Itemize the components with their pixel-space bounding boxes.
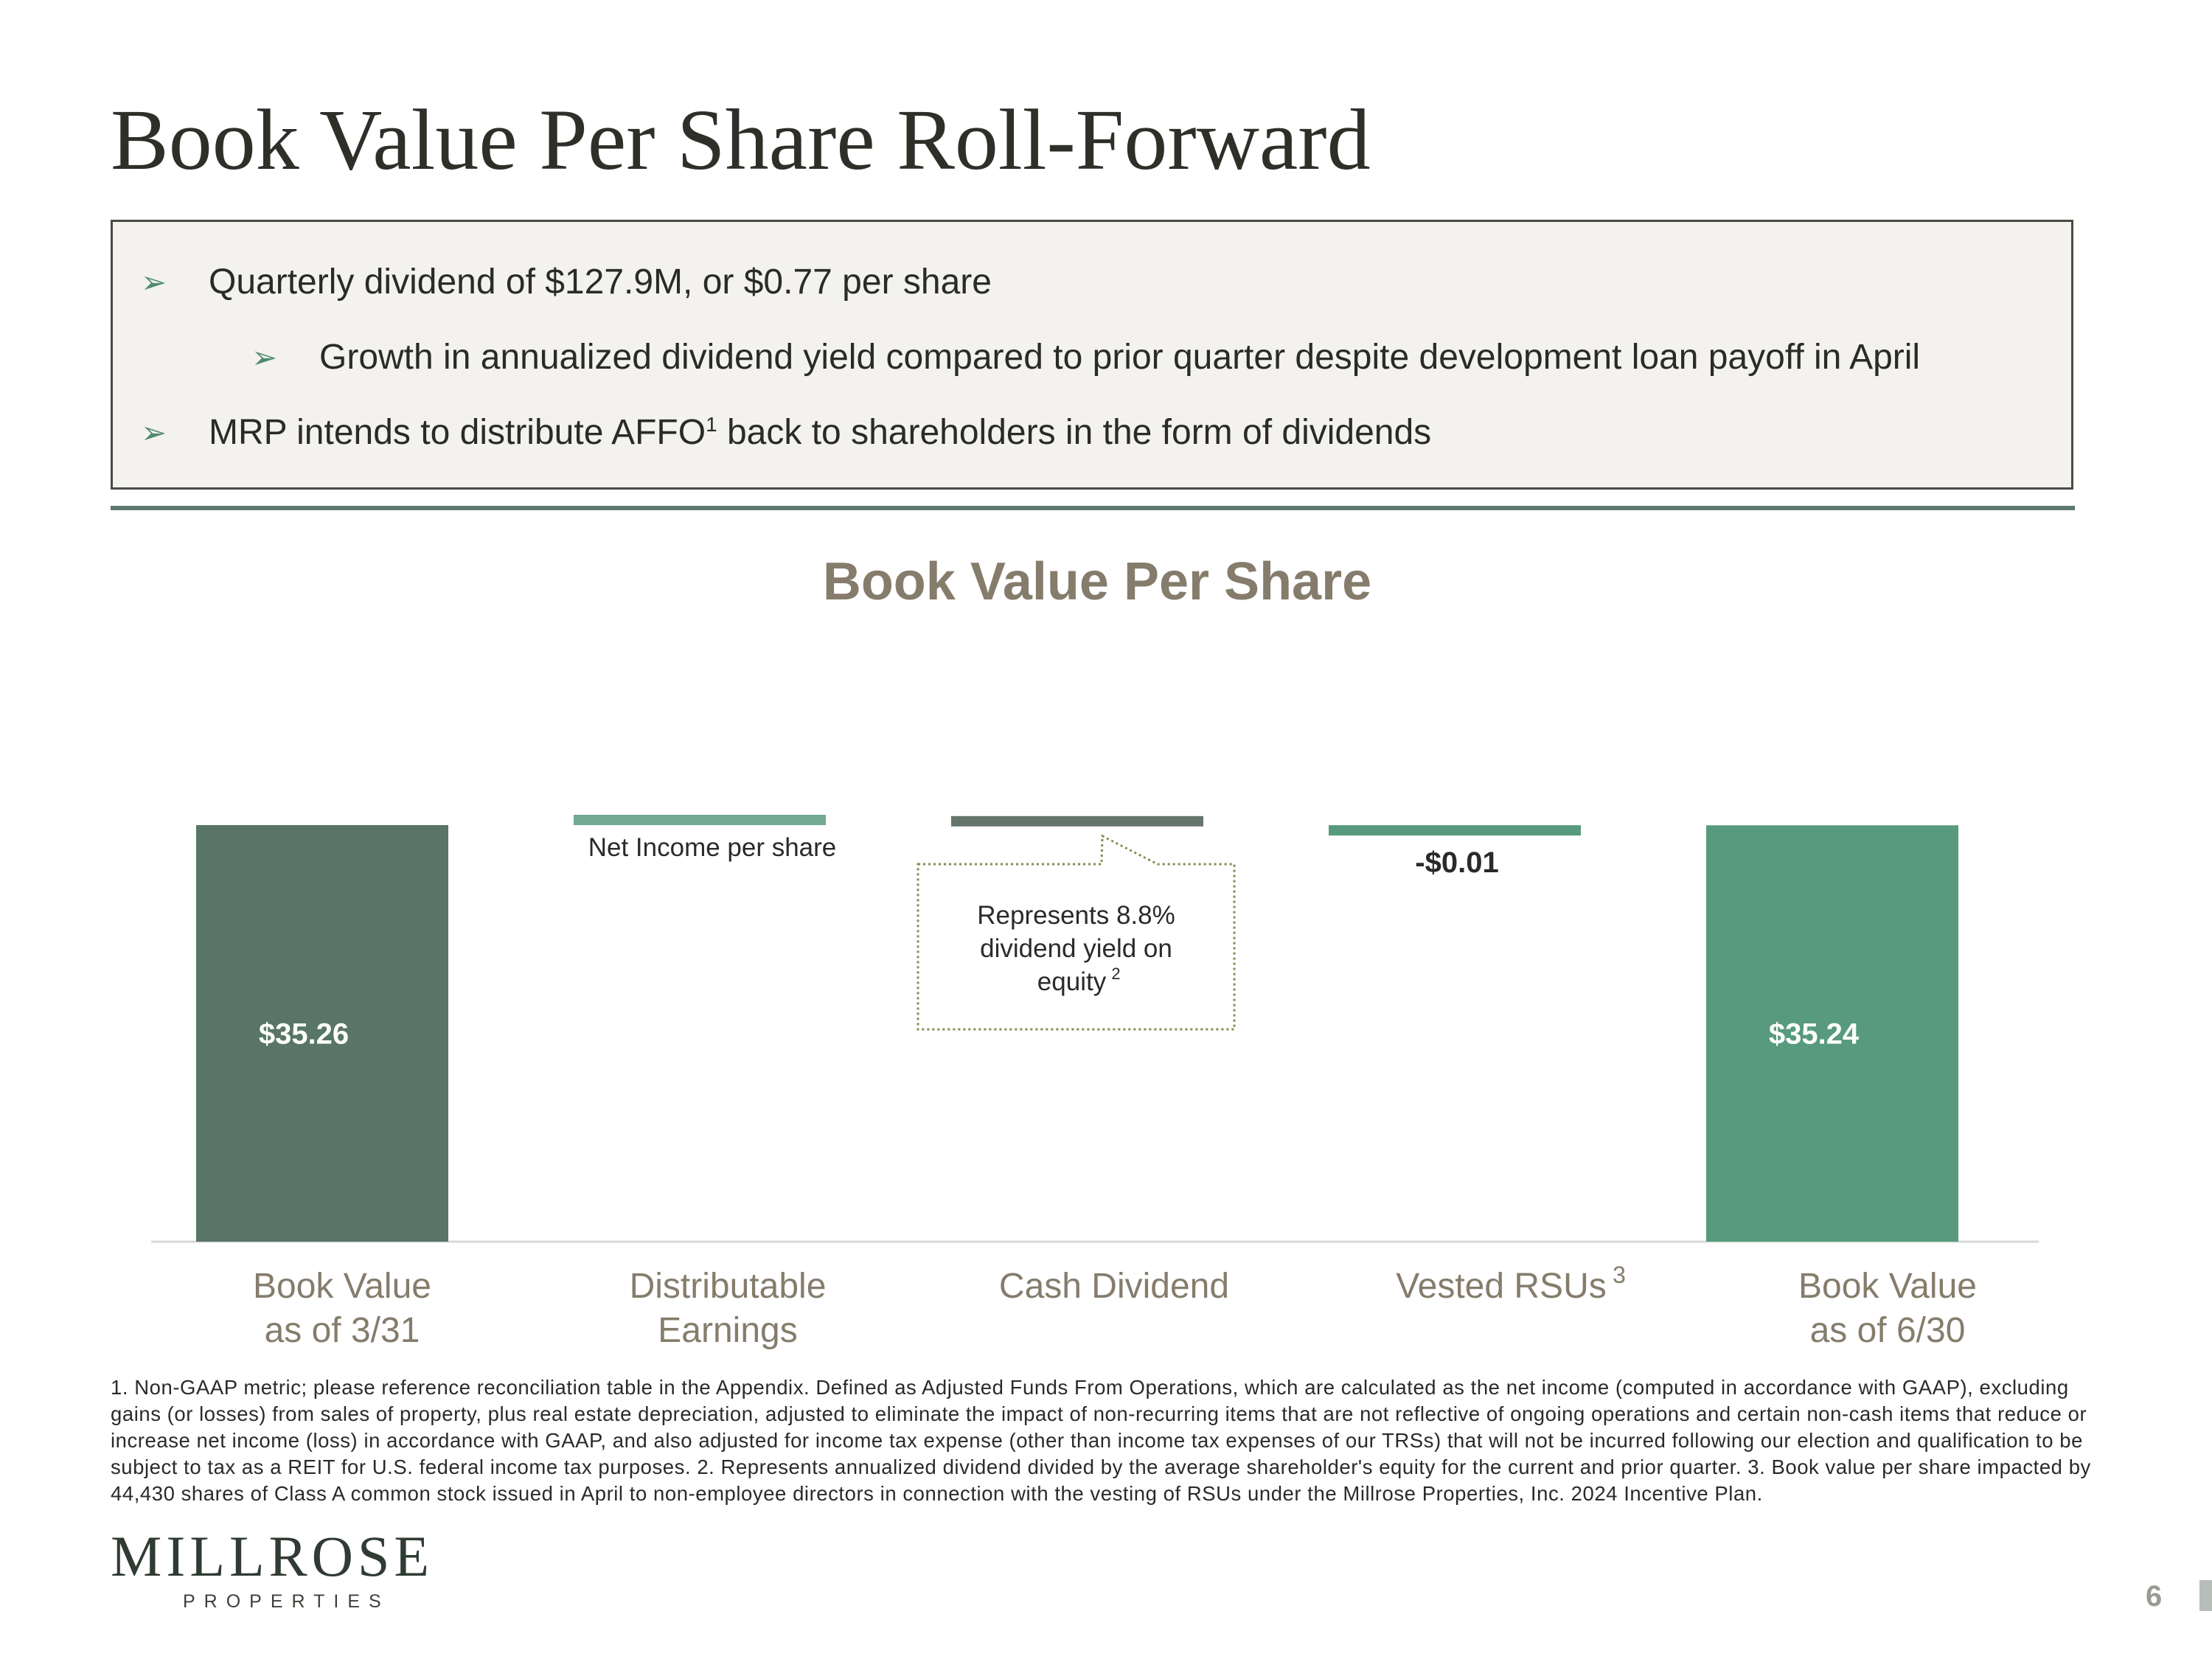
callout-text-line-2: dividend yield on (980, 934, 1172, 963)
category-label-5-line-2: as of 6/30 (1810, 1311, 1966, 1350)
sub-bullet-yield-growth: ➢ Growth in annualized dividend yield co… (251, 338, 1921, 377)
arrow-bullet-icon: ➢ (251, 340, 278, 375)
bullet-text: Quarterly dividend of $127.9M, or $0.77 … (209, 262, 992, 302)
category-label-5-line-1: Book Value (1798, 1267, 1977, 1306)
data-label-2: +$0.76 (638, 827, 728, 860)
company-logo: MILLROSE (111, 1524, 434, 1588)
data-label-4: -$0.01 (1415, 846, 1498, 879)
bullet-text: Growth in annualized dividend yield comp… (319, 338, 1921, 377)
footnotes: 1. Non-GAAP metric; please reference rec… (111, 1376, 2091, 1505)
category-label-1-line-2: as of 3/31 (265, 1311, 420, 1350)
arrow-bullet-icon: ➢ (141, 265, 167, 299)
category-label-2-line-1: Distributable (630, 1267, 827, 1306)
page-number: 6 (2146, 1580, 2163, 1613)
category-label-1-line-1: Book Value (253, 1267, 431, 1306)
bar-2 (574, 815, 826, 825)
data-label-5: $35.24 (1769, 1018, 1860, 1051)
category-label-3-line-1: Cash Dividend (999, 1267, 1229, 1306)
callout-text-line-1: Represents 8.8% (977, 901, 1175, 930)
net-income-label: Net Income per share (588, 833, 837, 862)
callout-text-line-3: equity (1037, 967, 1107, 996)
bullet-affo: ➢ MRP intends to distribute AFFO1 back t… (141, 413, 1432, 452)
bullet-dividend: ➢ Quarterly dividend of $127.9M, or $0.7… (141, 262, 992, 302)
bullet-text: MRP intends to distribute AFFO (209, 413, 706, 452)
page-marker (2199, 1580, 2212, 1611)
bar-5 (1706, 825, 1958, 1242)
bullet-text-continued: back to shareholders in the form of divi… (717, 413, 1432, 452)
data-label-1: $35.26 (259, 1018, 349, 1051)
bar-4 (1329, 825, 1581, 836)
arrow-bullet-icon: ➢ (141, 415, 167, 450)
chart-title: Book Value Per Share (822, 552, 1372, 611)
bar-1 (196, 825, 448, 1242)
section-divider (111, 506, 2075, 510)
category-label-2-line-2: Earnings (658, 1311, 797, 1350)
company-logo-subtitle: PROPERTIES (183, 1591, 390, 1612)
page-title: Book Value Per Share Roll-Forward (111, 91, 1371, 188)
dividend-yield-callout (917, 834, 1236, 1031)
footnote-ref-2: 2 (1111, 964, 1120, 983)
bar-3 (951, 815, 1203, 827)
category-footnote-ref-4: 3 (1613, 1262, 1626, 1288)
footnote-ref: 1 (706, 413, 717, 436)
highlights-box: ➢ Quarterly dividend of $127.9M, or $0.7… (111, 220, 2073, 490)
category-label-4-line-1: Vested RSUs (1396, 1267, 1606, 1306)
